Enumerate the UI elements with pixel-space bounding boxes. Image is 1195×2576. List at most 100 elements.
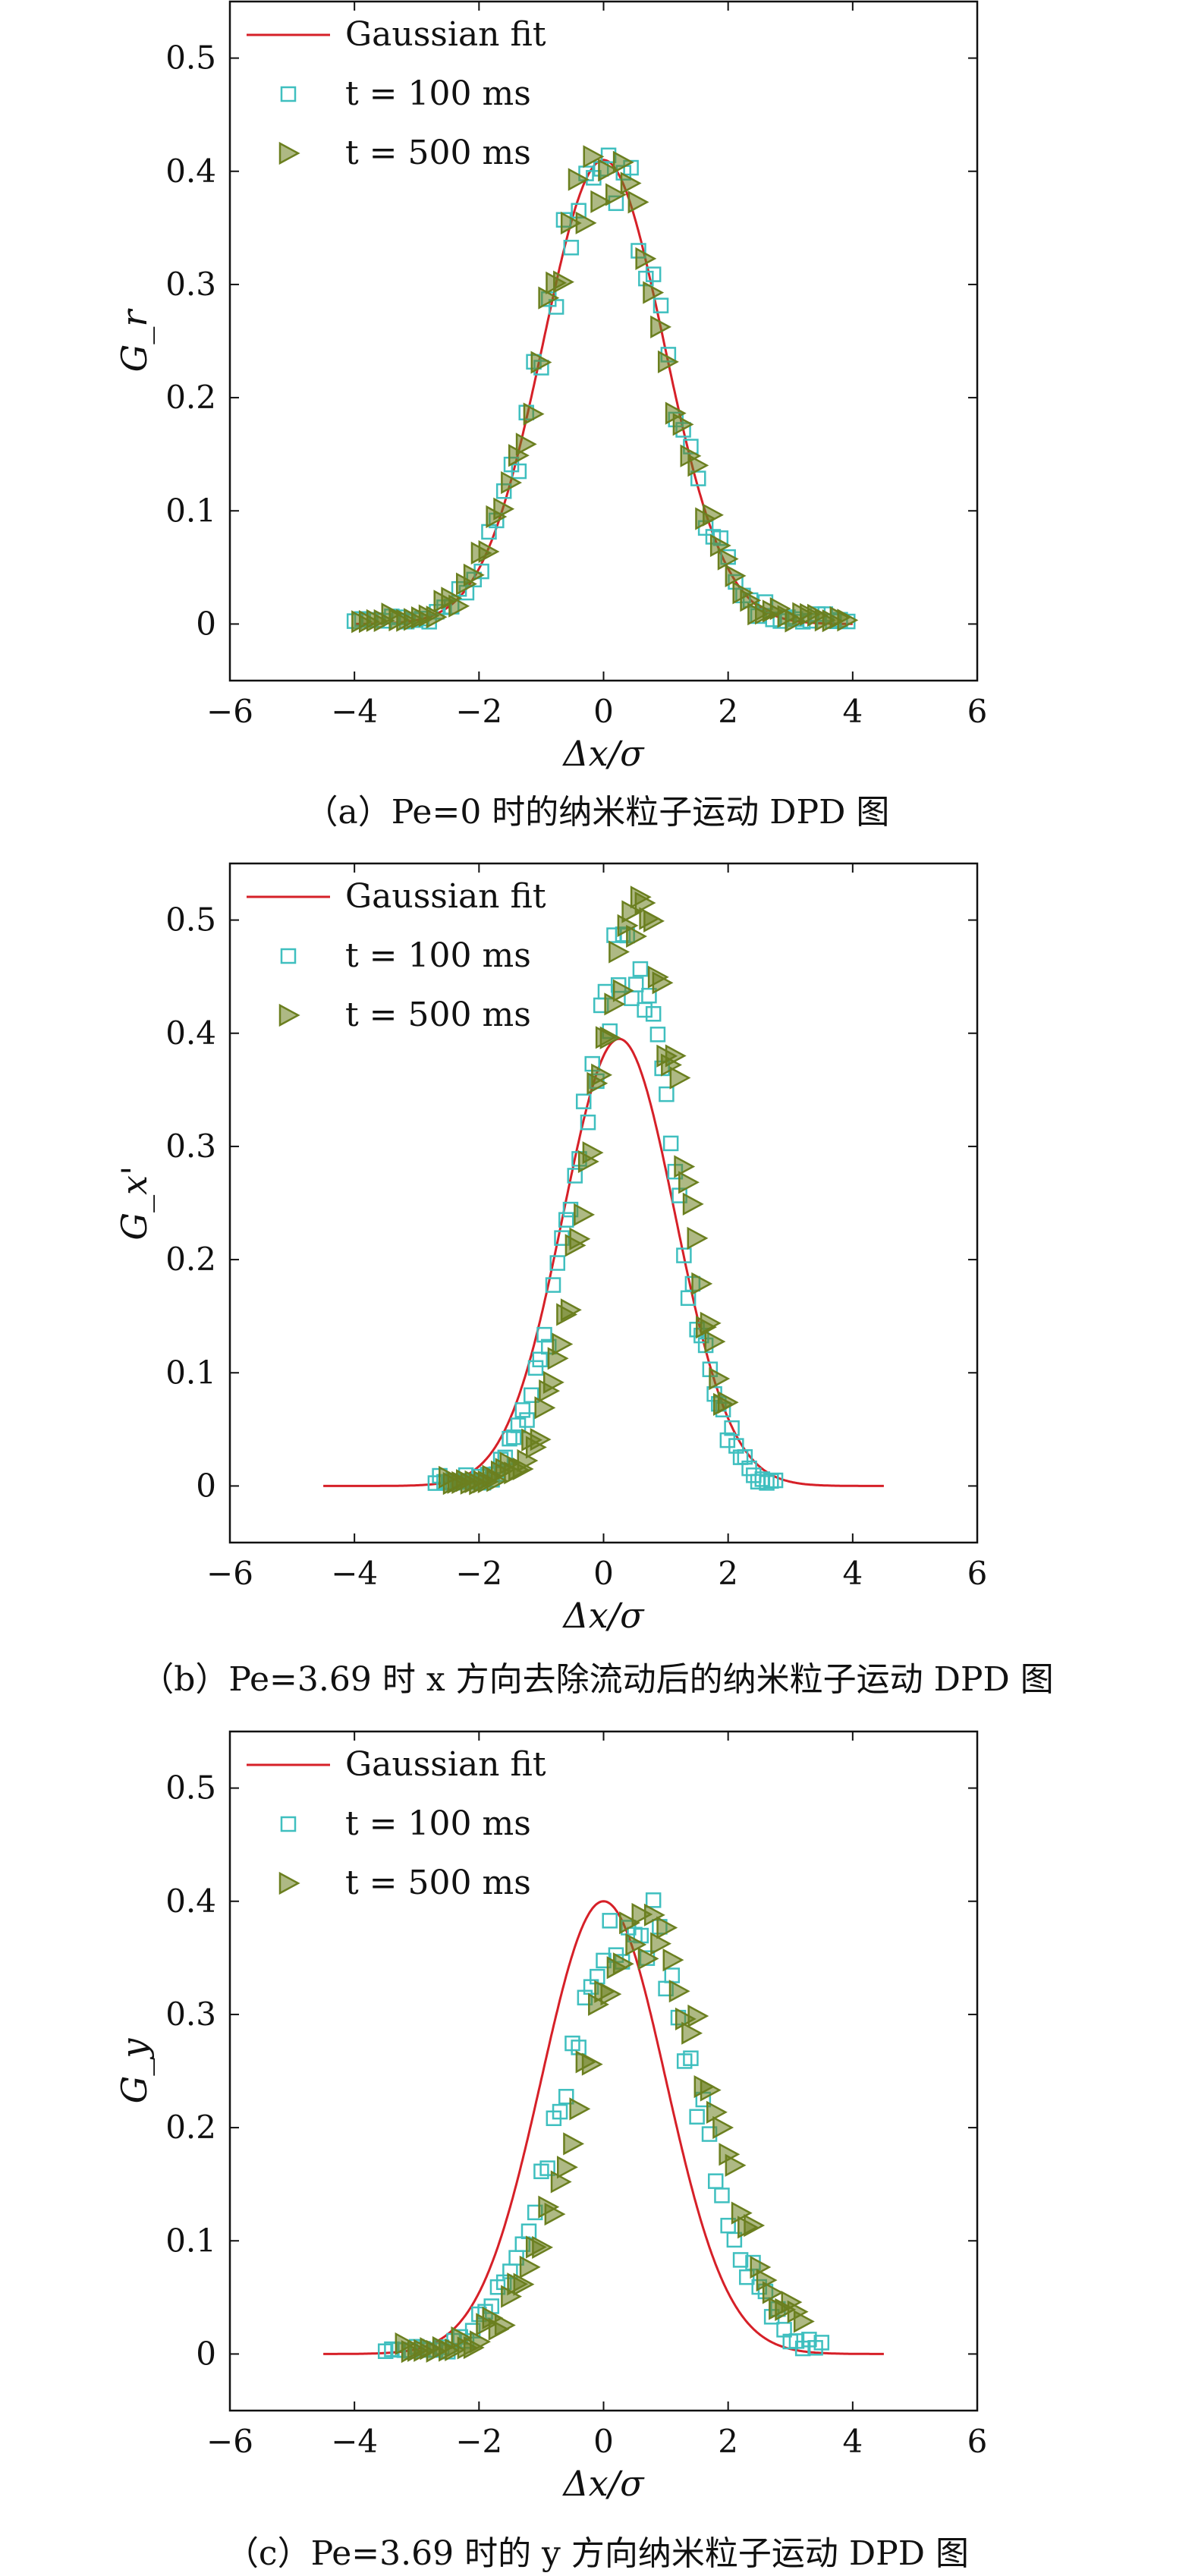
point-t100 — [813, 2335, 830, 2351]
legend-label: Gaussian fit — [345, 15, 546, 54]
x-tick-label: −6 — [206, 2423, 253, 2460]
point-t500 — [552, 1332, 574, 1356]
point-t100 — [548, 299, 564, 315]
legend-label: Gaussian fit — [345, 877, 546, 916]
point-t500 — [544, 2203, 566, 2226]
point-t100 — [645, 1892, 662, 1908]
point-t100 — [737, 1448, 753, 1465]
point-t500 — [681, 2021, 703, 2045]
x-tick-label: −4 — [331, 1555, 378, 1592]
point-t100 — [563, 240, 580, 256]
y-tick-label: 0.1 — [165, 2222, 216, 2259]
point-t100 — [708, 2173, 724, 2189]
legend-label: t = 500 ms — [345, 995, 531, 1034]
point-t500 — [704, 1330, 726, 1354]
y-tick-label: 0.1 — [165, 1354, 216, 1391]
plot-frame — [228, 0, 979, 682]
point-t100 — [539, 2160, 555, 2176]
point-t500 — [662, 1949, 684, 1972]
point-t500 — [530, 351, 552, 374]
point-t500 — [478, 539, 500, 564]
point-t500 — [637, 1947, 659, 1971]
figure-caption: （c）Pe=3.69 时的 y 方向纳米粒子运动 DPD 图 — [225, 2534, 969, 2573]
point-t100 — [552, 2103, 568, 2120]
point-t500 — [550, 2170, 572, 2194]
x-tick-label: −6 — [206, 1555, 253, 1592]
point-t500 — [627, 190, 649, 214]
point-t500 — [590, 190, 612, 213]
point-t500 — [650, 1932, 671, 1955]
point-t500 — [513, 2272, 535, 2296]
point-t500 — [542, 1370, 564, 1394]
point-t100 — [645, 1005, 662, 1022]
point-t500 — [493, 497, 515, 521]
point-t500 — [598, 159, 620, 182]
legend-label: t = 100 ms — [345, 1804, 531, 1843]
point-t500 — [619, 1911, 640, 1935]
point-t500 — [626, 924, 647, 948]
x-tick-label: 6 — [967, 693, 988, 730]
point-t500 — [560, 211, 582, 235]
point-t500 — [612, 150, 634, 174]
x-axis-label: Δx/σ — [561, 733, 645, 774]
x-tick-label: 2 — [718, 1555, 738, 1592]
legend-t500-swatch — [278, 1871, 300, 1895]
point-t500 — [672, 413, 694, 436]
x-tick-label: −2 — [455, 1555, 502, 1592]
point-t500 — [605, 183, 627, 206]
point-t500 — [463, 563, 485, 587]
y-tick-label: 0.4 — [165, 153, 216, 190]
point-t500 — [620, 171, 642, 195]
point-t100 — [558, 1212, 574, 1228]
point-t500 — [600, 1983, 622, 2006]
point-t500 — [581, 2052, 603, 2076]
point-t500 — [582, 1141, 604, 1165]
point-t100 — [519, 1412, 535, 1428]
y-tick-label: 0.2 — [165, 2109, 216, 2146]
point-t100 — [524, 1387, 539, 1403]
x-tick-label: 4 — [842, 1555, 863, 1592]
legend: Gaussian fit t = 100 ms t = 500 ms — [247, 1745, 546, 1902]
x-tick-label: 0 — [593, 2423, 614, 2460]
y-tick-label: 0.5 — [165, 901, 216, 939]
point-t500 — [563, 2132, 585, 2156]
point-t500 — [657, 350, 679, 374]
gaussian-fit-line — [354, 159, 853, 625]
point-t500 — [501, 470, 522, 495]
legend-t500-swatch — [278, 1003, 300, 1027]
y-tick-label: 0.4 — [165, 1882, 216, 1920]
y-tick-label: 0.2 — [165, 379, 216, 416]
point-t100 — [724, 1420, 740, 1436]
x-tick-label: 0 — [593, 693, 614, 730]
point-t500 — [762, 2281, 784, 2304]
point-t500 — [678, 1171, 700, 1194]
y-tick-label: 0.5 — [165, 1769, 216, 1807]
y-tick-label: 0 — [196, 605, 216, 642]
legend-t100-swatch — [280, 948, 297, 964]
legend-t500-swatch — [278, 141, 300, 165]
y-tick-label: 0.4 — [165, 1014, 216, 1052]
point-t100 — [662, 1135, 679, 1152]
point-t100 — [520, 2223, 537, 2239]
point-t100 — [759, 1475, 775, 1491]
y-axis-label: G_x' — [114, 1165, 155, 1240]
y-tick-label: 0.3 — [165, 1996, 216, 2033]
point-t500 — [534, 1396, 556, 1420]
point-t500 — [553, 270, 574, 294]
point-t500 — [665, 1044, 687, 1068]
x-tick-label: 0 — [593, 1555, 614, 1592]
point-t100 — [653, 297, 669, 313]
point-t500 — [668, 1980, 690, 2003]
point-t100 — [689, 2109, 705, 2125]
y-tick-label: 0.3 — [165, 266, 216, 303]
point-t500 — [674, 1155, 696, 1178]
chart-panel-1: −6 −4 −2 0 2 4 6 0 0.1 0.2 0.3 0.4 0.5 Δx/σ G_r Gaussia… — [114, 0, 988, 832]
legend-label: t = 100 ms — [345, 74, 531, 113]
plot-frame — [228, 1730, 979, 2412]
x-tick-label: 6 — [967, 2423, 988, 2460]
gaussian-fit-line — [323, 1037, 884, 1487]
point-t100 — [719, 1432, 736, 1448]
point-t100 — [502, 1430, 517, 1447]
chart-panel-2: −6 −4 −2 0 2 4 6 0 0.1 0.2 0.3 0.4 0.5 Δx/σ G_x' Gaussi… — [114, 862, 1054, 1699]
point-t500 — [725, 2153, 747, 2177]
